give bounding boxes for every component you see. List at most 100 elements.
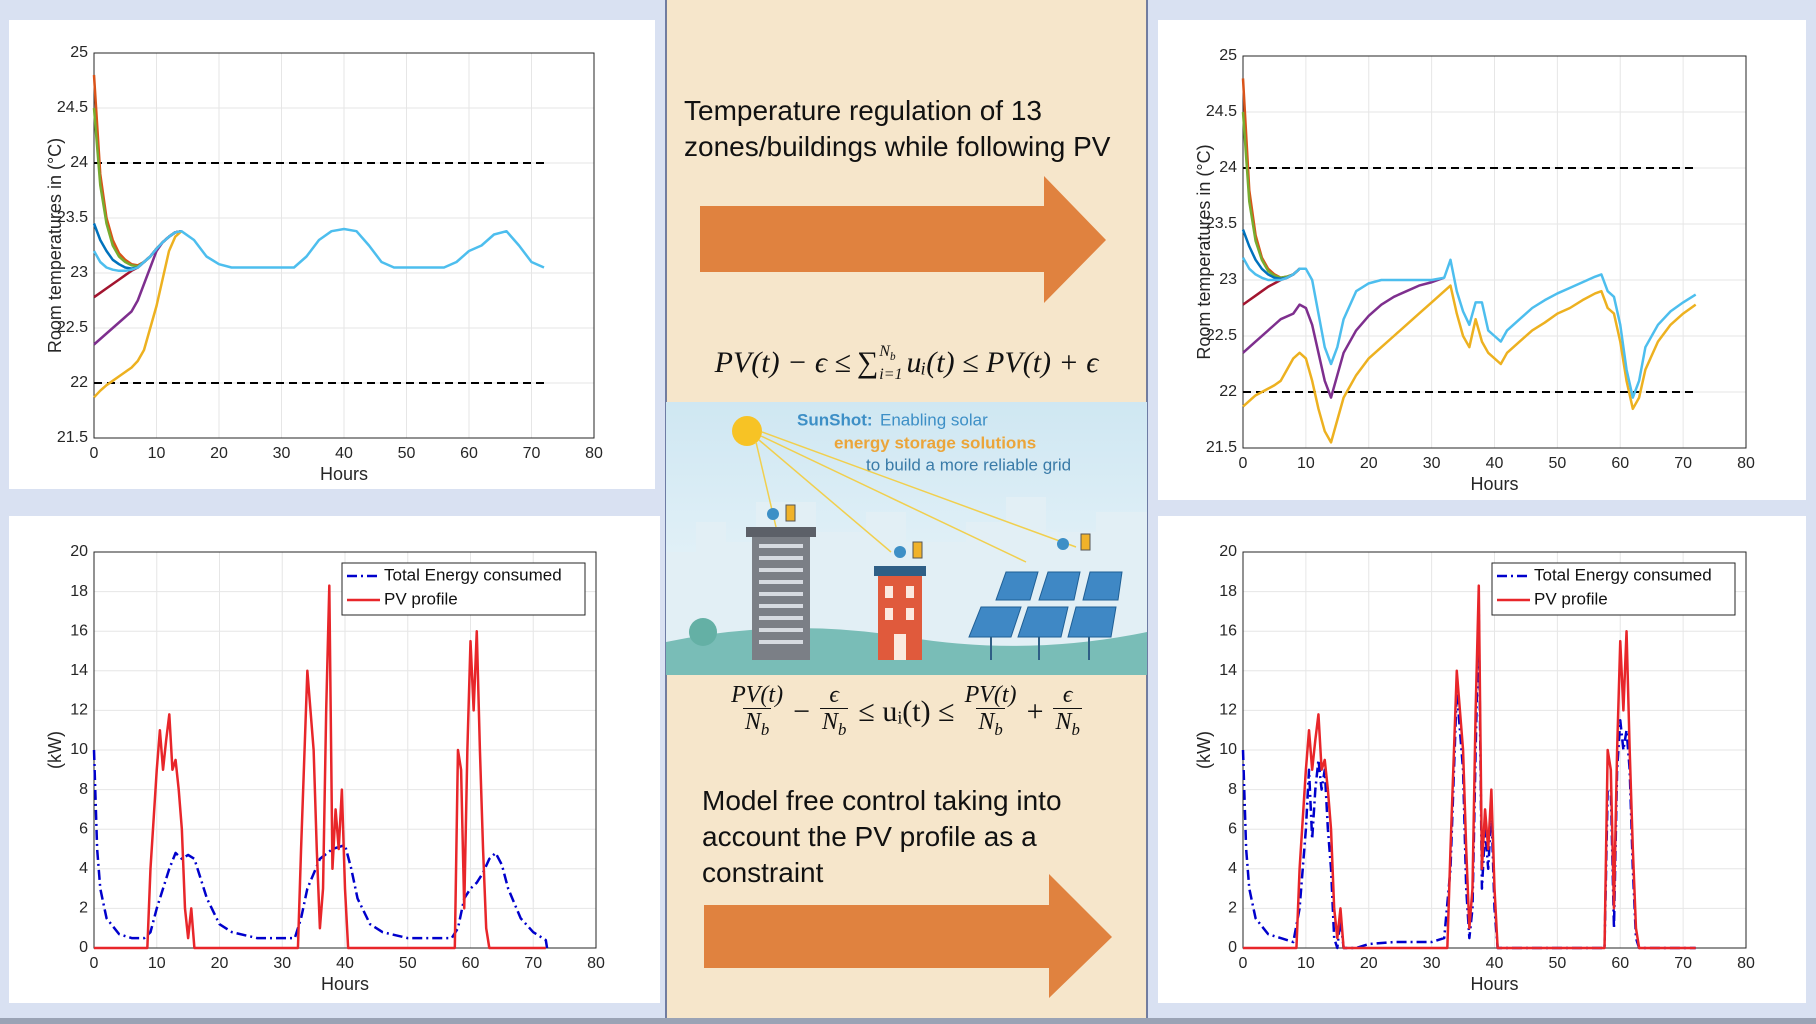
denominator-sub: b <box>994 719 1003 739</box>
x-axis-label: Hours <box>321 974 369 994</box>
image-text: to build a more reliable grid <box>866 455 1071 474</box>
chart-panel <box>1158 20 1806 500</box>
numerator: ϵ <box>829 681 840 708</box>
series-line <box>93 230 183 399</box>
y-tick-label: 23 <box>1219 271 1237 288</box>
legend-box <box>1491 562 1736 616</box>
fraction: ϵ Nb <box>820 681 849 743</box>
x-tick-label: 0 <box>1239 955 1248 972</box>
y-tick-label: 14 <box>1219 662 1237 679</box>
x-tick-label: 30 <box>273 955 291 972</box>
tower-roof <box>746 527 816 537</box>
y-axis-label: Room temperatures in (°C) <box>1194 144 1214 359</box>
x-tick-label: 80 <box>1737 955 1755 972</box>
denominator-base: N <box>744 708 761 735</box>
y-tick-label: 22.5 <box>1206 327 1237 344</box>
series-line <box>1242 284 1697 444</box>
y-tick-label: 18 <box>70 583 88 600</box>
y-tick-label: 24.5 <box>57 99 88 116</box>
formula-part: uᵢ(t) ≤ PV(t) + ϵ <box>906 346 1099 379</box>
center-text: Model free control taking into account t… <box>702 785 1062 888</box>
x-tick-label: 50 <box>1548 455 1566 472</box>
x-tick-label: 50 <box>399 955 417 972</box>
y-tick-label: 25 <box>1219 47 1237 64</box>
denominator: Nb <box>820 707 849 743</box>
y-tick-label: 0 <box>1228 939 1237 956</box>
pins <box>767 508 1069 558</box>
x-tick-label: 80 <box>587 955 605 972</box>
denominator-sub: b <box>838 719 847 739</box>
y-tick-label: 20 <box>70 543 88 560</box>
y-tick-label: 6 <box>79 820 88 837</box>
y-tick-label: 23 <box>70 264 88 281</box>
legend-label: Total Energy consumed <box>1534 565 1712 584</box>
y-tick-label: 20 <box>1219 543 1237 560</box>
y-tick-label: 4 <box>1228 860 1237 877</box>
y-tick-label: 24 <box>1219 159 1237 176</box>
x-tick-label: 0 <box>90 445 99 462</box>
axes-box <box>93 52 595 439</box>
y-tick-label: 24.5 <box>1206 103 1237 120</box>
axes-box <box>1242 55 1747 449</box>
bottom-strip <box>0 1018 1816 1024</box>
series-line <box>92 227 545 273</box>
y-tick-label: 4 <box>79 860 88 877</box>
y-axis-label: Room temperatures in (°C) <box>45 138 65 353</box>
series-line <box>1242 276 1445 399</box>
chart-panel <box>9 20 655 489</box>
y-tick-label: 23.5 <box>1206 215 1237 232</box>
x-tick-label: 30 <box>1423 955 1441 972</box>
numerator: PV(t) <box>731 681 784 708</box>
legend-label: PV profile <box>1534 589 1608 608</box>
x-tick-label: 70 <box>524 955 542 972</box>
batteries <box>785 504 1091 559</box>
y-tick-label: 22 <box>1219 383 1237 400</box>
x-tick-label: 70 <box>523 445 541 462</box>
center-text: Temperature regulation of 13 zones/build… <box>684 95 1111 162</box>
x-tick-label: 0 <box>90 955 99 972</box>
legend-label: Total Energy consumed <box>384 565 562 584</box>
x-tick-label: 10 <box>1297 955 1315 972</box>
house-roof <box>874 566 926 576</box>
series-line <box>92 749 549 949</box>
y-tick-label: 6 <box>1228 820 1237 837</box>
denominator-sub: b <box>1071 719 1080 739</box>
x-tick-label: 10 <box>148 445 166 462</box>
y-tick-label: 2 <box>79 900 88 917</box>
x-tick-label: 50 <box>1548 955 1566 972</box>
arrow <box>704 874 1112 998</box>
x-tick-label: 40 <box>1486 455 1504 472</box>
denominator-base: N <box>978 708 995 735</box>
formula-sup: Nb <box>879 343 902 366</box>
x-tick-label: 80 <box>585 445 603 462</box>
denominator: Nb <box>742 707 772 743</box>
x-tick-label: 10 <box>148 955 166 972</box>
formula-sup-sub: b <box>889 351 896 364</box>
x-tick-label: 60 <box>462 955 480 972</box>
denominator: Nb <box>976 707 1005 743</box>
x-tick-label: 30 <box>1423 455 1441 472</box>
formula-part: PV(t) − ϵ ≤ <box>714 346 851 379</box>
y-tick-label: 10 <box>1219 741 1237 758</box>
house-windows <box>885 586 914 660</box>
y-tick-label: 22 <box>70 374 88 391</box>
tower <box>752 533 810 660</box>
formula-op: + <box>1026 695 1044 728</box>
x-tick-label: 10 <box>1297 455 1315 472</box>
x-tick-label: 40 <box>335 445 353 462</box>
solar-panels <box>968 571 1123 638</box>
y-tick-label: 2 <box>1228 900 1237 917</box>
x-axis-label: Hours <box>1470 474 1518 494</box>
y-tick-label: 18 <box>1219 583 1237 600</box>
x-tick-label: 70 <box>1674 955 1692 972</box>
denominator-base: N <box>822 708 839 735</box>
tower-windows <box>759 544 803 644</box>
sun-rays <box>755 431 1077 563</box>
x-tick-label: 20 <box>210 445 228 462</box>
series-line <box>1243 584 1696 950</box>
series-line <box>1241 256 1697 399</box>
y-tick-label: 21.5 <box>1206 439 1237 456</box>
y-tick-label: 14 <box>70 662 88 679</box>
formula: PV(t) − ϵ ≤ ∑ Nb i=1 uᵢ(t) ≤ PV(t) + ϵ <box>666 340 1147 386</box>
